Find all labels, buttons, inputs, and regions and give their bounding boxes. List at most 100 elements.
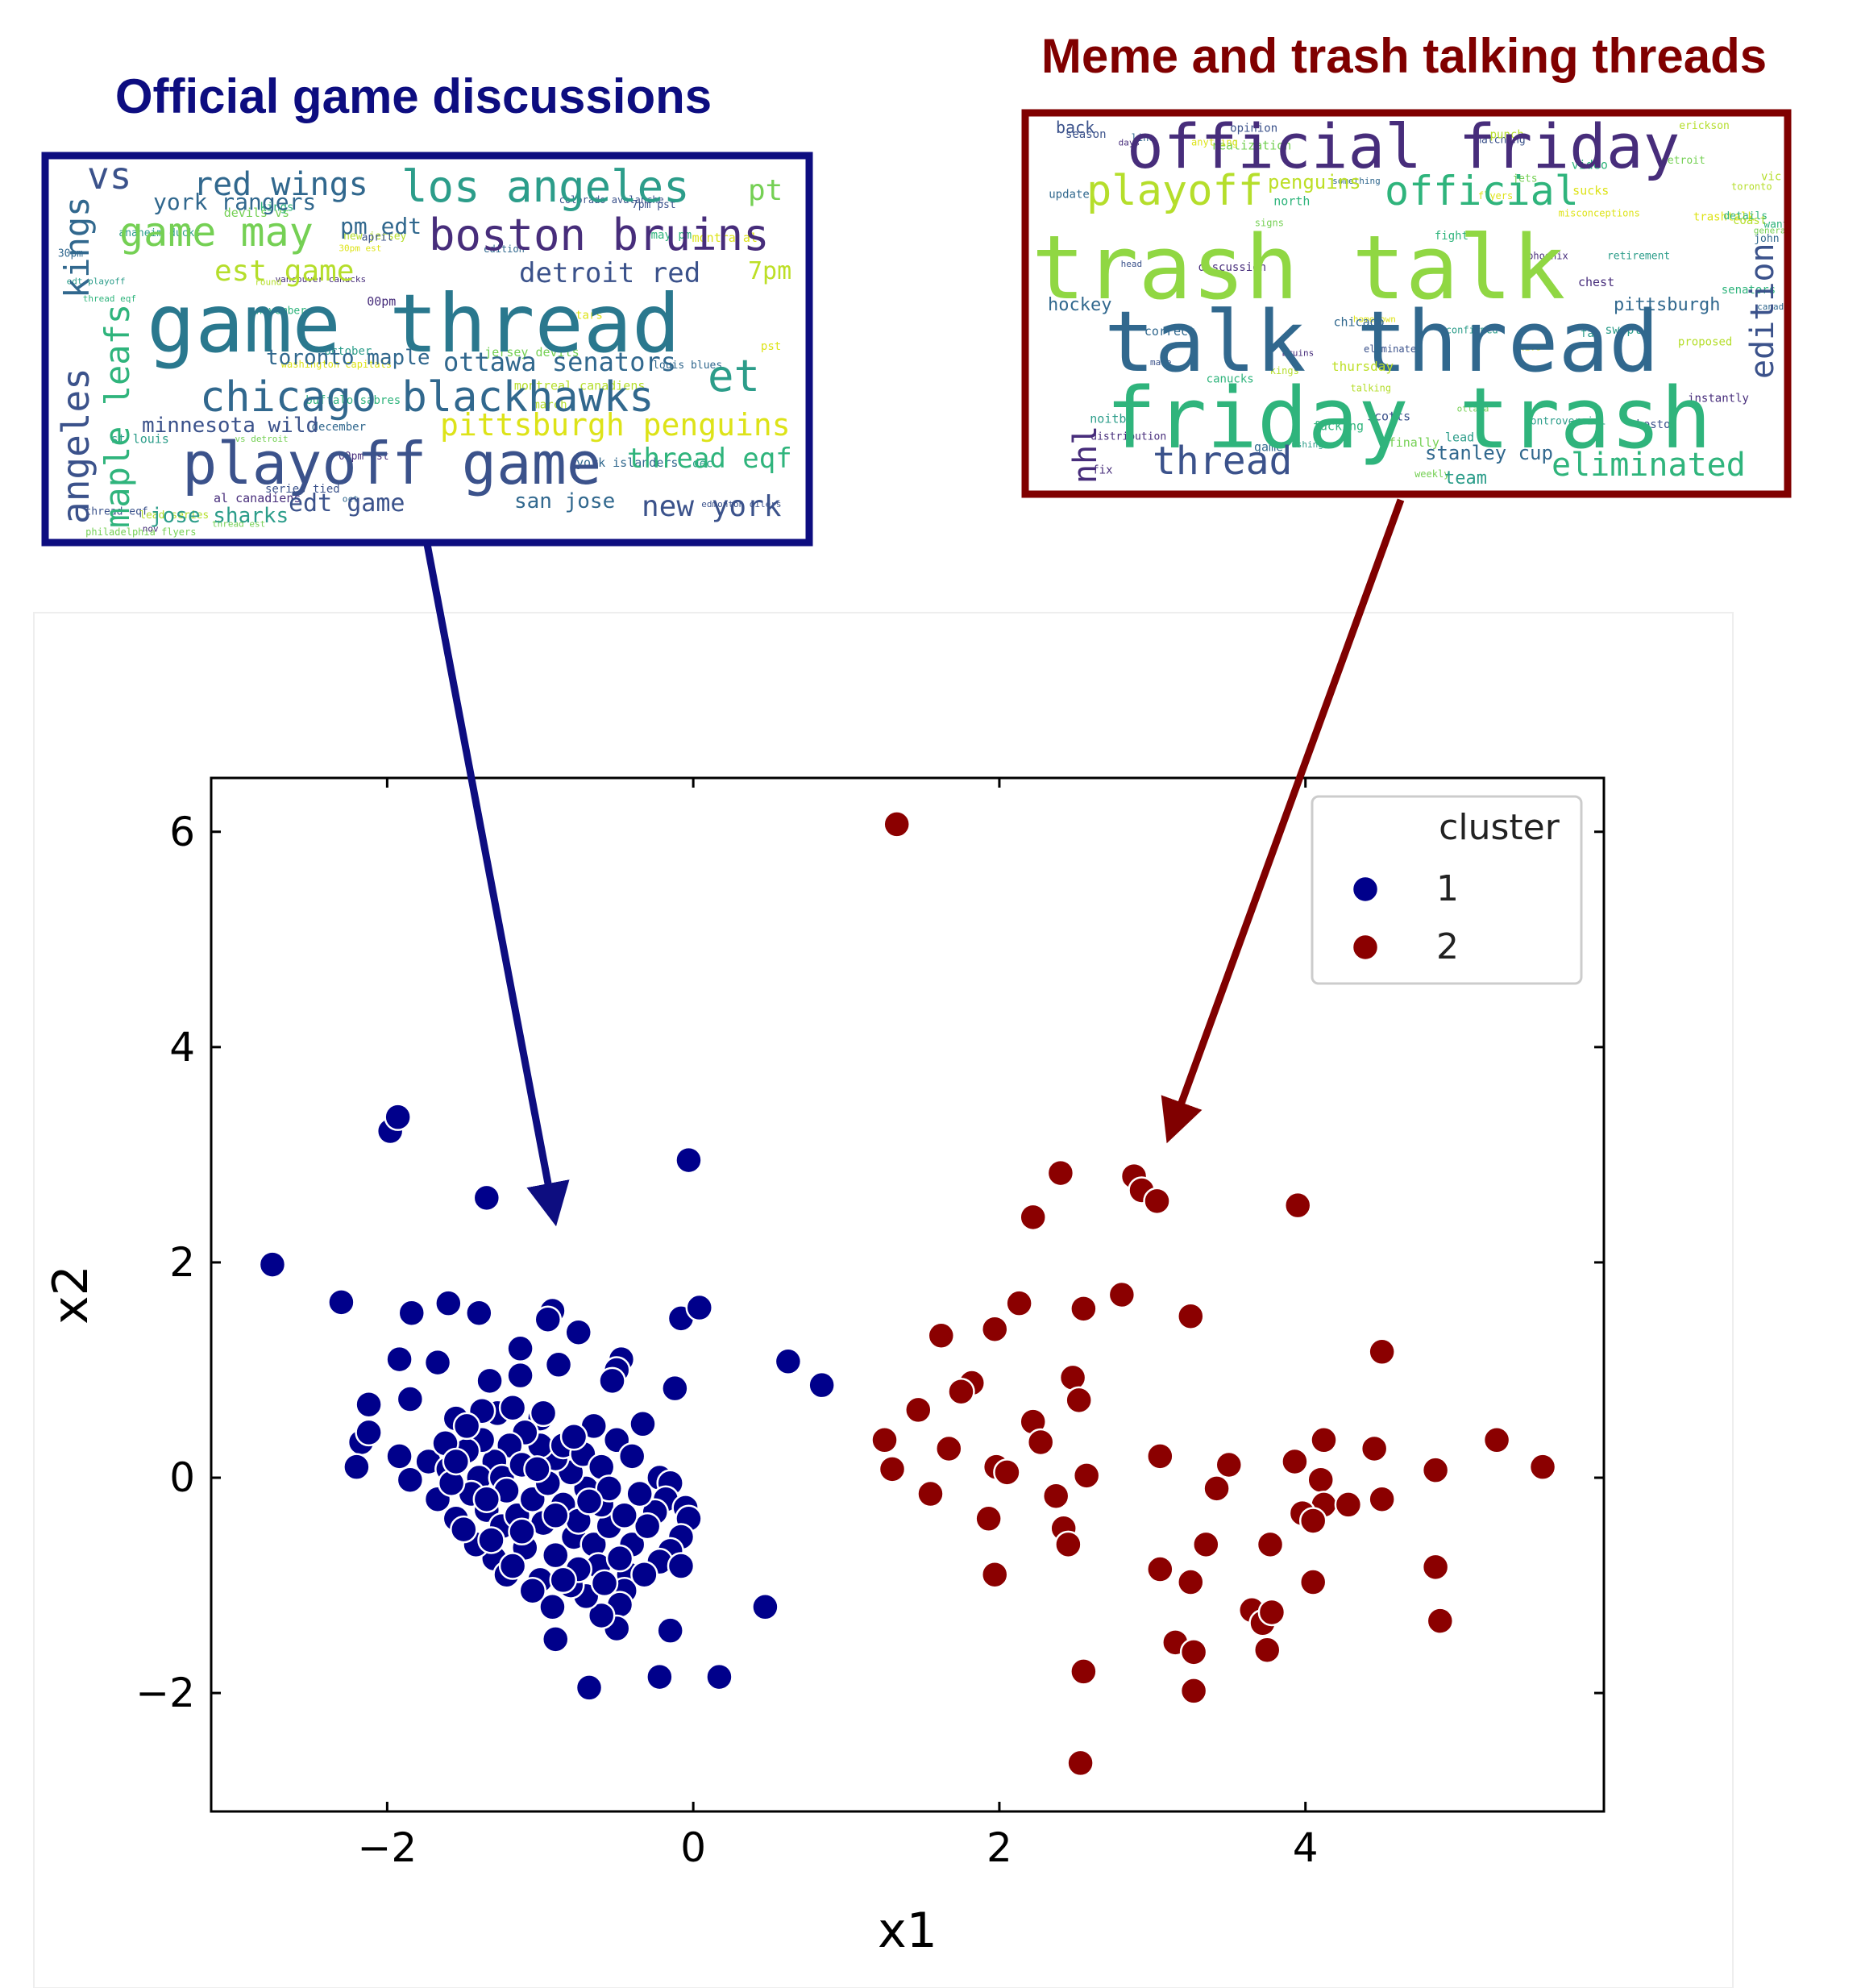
word-montra-al: montra al [692,231,758,245]
point-cluster-2 [1177,1568,1205,1596]
point-cluster-1 [385,1345,413,1374]
word-live: live [1519,342,1541,352]
word-official: official [1385,168,1579,214]
point-cluster-2 [1054,1530,1082,1559]
point-cluster-2 [1421,1456,1450,1484]
point-cluster-1 [498,1393,527,1422]
point-cluster-2 [1252,1636,1282,1664]
word-thursday: thursday [1331,359,1394,374]
word-st-louis: st louis [111,431,169,446]
point-cluster-2 [1256,1530,1285,1559]
word-talking: talking [1351,382,1392,393]
y-tick-label: 2 [169,1239,195,1286]
point-cluster-1 [751,1593,779,1621]
point-cluster-2 [1179,1638,1208,1666]
word-head: head [1121,259,1143,269]
word-punch: punch [1490,129,1524,142]
word-bruins: bruins [1282,348,1314,359]
word-thread-eqf: thread eqf [83,293,136,304]
word-stanley-cup: stanley cup [1425,442,1553,464]
point-cluster-2 [1066,1749,1095,1778]
word-edition: edition [484,243,525,255]
point-cluster-2 [1426,1607,1455,1635]
word-game-may: game may [119,209,314,256]
y-tick-label: 6 [169,809,195,855]
point-cluster-1 [472,1183,501,1212]
point-cluster-2 [993,1458,1021,1487]
point-cluster-2 [1107,1280,1136,1309]
word-something: something [1332,176,1381,186]
word-fan: fan [1581,327,1601,340]
point-cluster-1 [610,1501,638,1530]
word-new-jersey: new jersey [343,231,406,243]
word-detroit: detroit [1661,155,1705,167]
word-line: line [1132,132,1155,143]
word-ottawa: ottawa [1457,403,1489,414]
point-cluster-2 [1065,1386,1093,1415]
point-cluster-1 [630,1560,658,1589]
point-cluster-1 [705,1662,733,1691]
point-cluster-1 [385,1442,413,1470]
word-louis-blues: louis blues [653,360,722,372]
axes-frame [210,776,1606,1813]
word-playoff: playoff [1086,167,1263,215]
word-general: general [1754,225,1791,235]
point-cluster-2 [1143,1187,1171,1216]
y-tick-label: −2 [135,1670,195,1716]
word-buffalo-sabres: buffalo sabres [305,394,401,407]
word-instantly: instantly [1688,392,1749,405]
point-cluster-2 [1046,1158,1075,1187]
point-cluster-1 [542,1501,570,1530]
word-april: april [362,232,393,244]
word-toronto-maple: toronto maple [266,346,430,370]
point-cluster-1 [808,1370,836,1400]
word-edt-playoff: edt playoff [67,277,126,287]
point-cluster-1 [675,1146,703,1175]
point-cluster-2 [980,1560,1009,1589]
legend-label-cluster-1: 1 [1436,868,1459,909]
word-scotts: scotts [1367,409,1410,423]
x-tick-label: 4 [1293,1824,1319,1871]
word-coast: coast [1733,214,1767,227]
point-cluster-2 [1368,1485,1396,1513]
right-word-cloud-words: eliminated something swept general talking fi… [1032,113,1800,489]
word-stars: stars [569,310,603,322]
word-controversial: controversial [1524,416,1606,428]
point-cluster-1 [625,1479,654,1508]
word-philadelphia-flyers: philadelphia flyers [85,526,196,538]
word-30pm: 30pm [58,247,83,260]
word-canadian: canadian [1757,302,1800,312]
word-erickson: erickson [1679,120,1730,132]
word-crushing: crushing [1281,439,1323,450]
word-game: game [1254,440,1283,455]
point-cluster-1 [477,1526,505,1554]
point-cluster-1 [564,1318,592,1346]
point-cluster-1 [452,1412,481,1441]
word-fucking: fucking [1313,419,1364,434]
word-pst: pst [761,340,781,353]
word-weekly: weekly [1414,468,1449,480]
point-cluster-1 [396,1385,425,1413]
word-colorado-avalanche: colorado avalanche [559,194,664,206]
point-cluster-1 [423,1348,452,1377]
point-cluster-1 [355,1418,383,1447]
point-cluster-1 [617,1442,646,1470]
point-cluster-2 [1334,1491,1363,1519]
word-thread-est: thread est [212,518,265,529]
word-anything: anything [1191,136,1238,148]
axis-ticks: −2 0 2 4 −2 0 2 4 6 [135,778,1604,1871]
point-cluster-1 [442,1447,471,1476]
point-cluster-1 [508,1517,536,1546]
word-penguins: penguins [1268,171,1361,193]
word-chicago-blackhawks: chicago blackhawks [200,373,654,422]
left-word-cloud-background [45,156,809,543]
point-cluster-1 [559,1423,588,1451]
word-realization: realization [1211,139,1291,153]
word-season: season [1066,128,1107,141]
word-confirmed: confirmed [1446,324,1498,335]
point-cluster-1 [450,1515,478,1544]
word-anaheim-ducks: anaheim ducks [118,227,201,239]
word-finally: finally [1389,435,1439,450]
point-cluster-1 [472,1485,501,1513]
arrow-meme-cluster [1161,498,1405,1144]
